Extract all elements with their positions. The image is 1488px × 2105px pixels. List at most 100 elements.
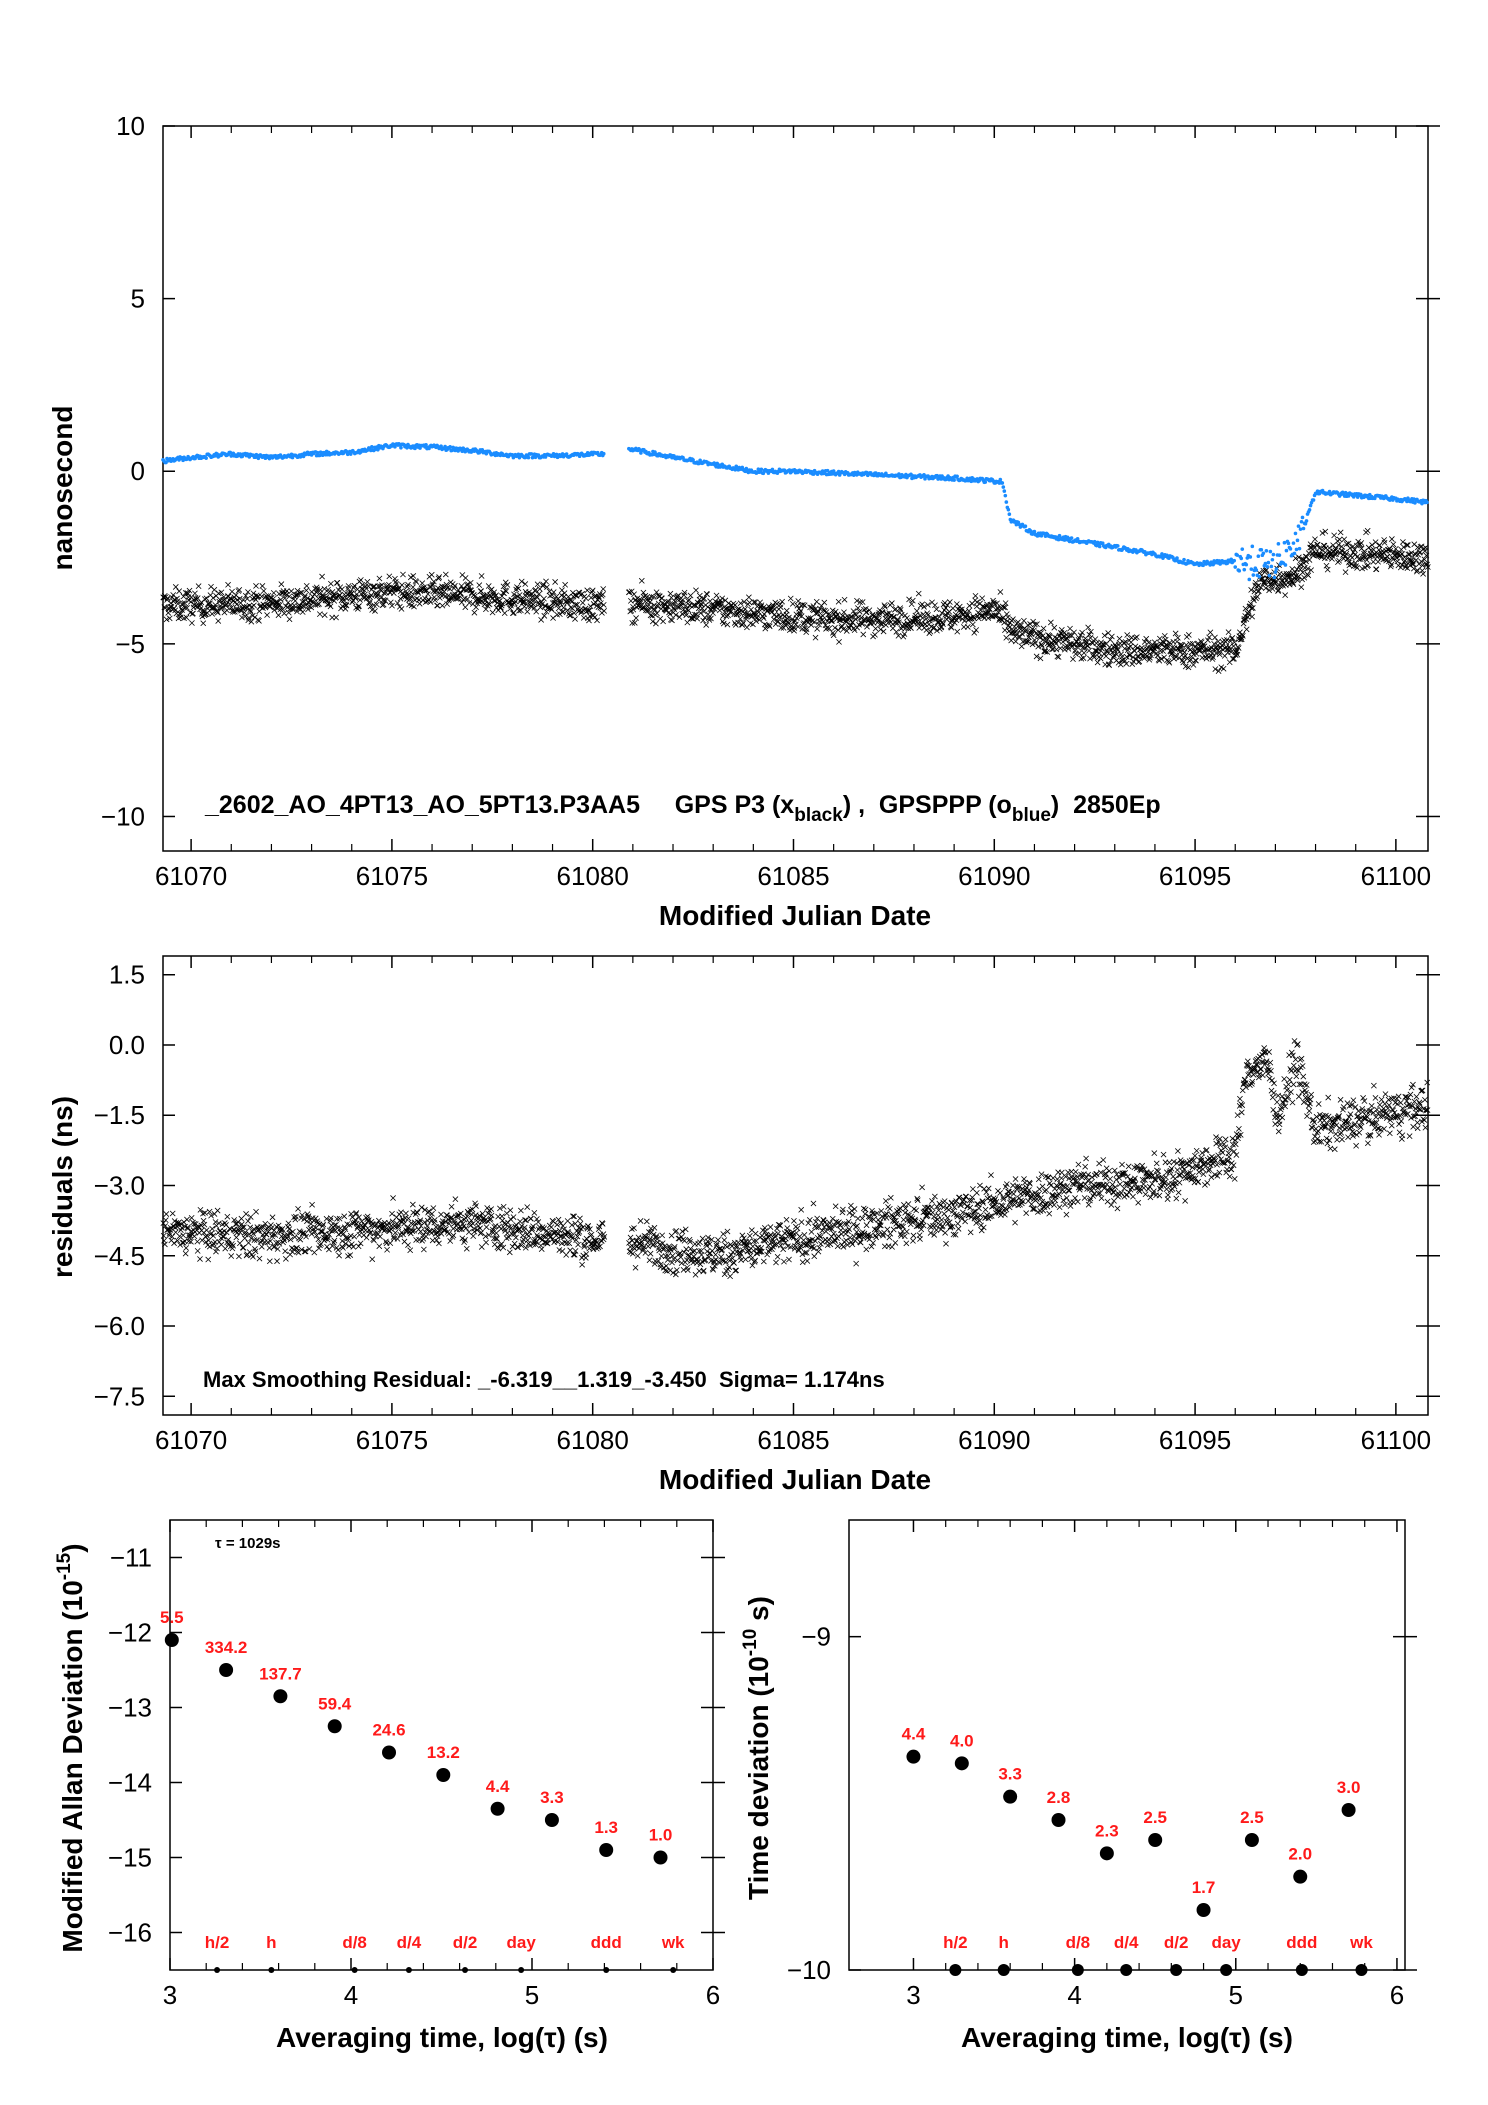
x-marker — [400, 1231, 406, 1238]
x-marker — [517, 1218, 523, 1225]
x-marker — [888, 600, 895, 607]
x-marker — [814, 610, 821, 616]
x-marker — [531, 1209, 538, 1216]
x-marker — [872, 631, 878, 638]
x-marker — [250, 1230, 257, 1237]
x-marker — [502, 579, 509, 586]
x-marker — [483, 594, 490, 601]
x-marker — [857, 599, 863, 606]
x-marker — [889, 1243, 895, 1250]
o-marker — [1277, 553, 1282, 557]
x-marker — [973, 627, 980, 633]
x-marker — [854, 624, 861, 631]
x-marker — [795, 598, 802, 604]
x-marker — [841, 609, 847, 616]
x-marker — [433, 1237, 440, 1243]
x-marker — [887, 1230, 894, 1237]
x-marker — [815, 1248, 822, 1255]
x-marker — [471, 609, 478, 616]
x-marker — [357, 597, 363, 603]
x-marker — [821, 599, 828, 606]
x-marker — [964, 624, 971, 630]
x-marker — [600, 601, 607, 608]
x-marker — [580, 1224, 586, 1231]
x-tick-label: 61095 — [1159, 1425, 1231, 1455]
x-marker — [374, 593, 380, 599]
x-marker — [661, 601, 668, 607]
x-marker — [197, 601, 204, 607]
x-marker — [347, 1252, 354, 1258]
x-marker — [364, 594, 371, 601]
x-tick-label: 61080 — [557, 1425, 629, 1455]
o-marker — [1092, 539, 1097, 544]
o-marker — [1251, 573, 1256, 577]
x-marker — [531, 605, 538, 611]
x-marker — [646, 607, 652, 614]
x-marker — [470, 1233, 477, 1240]
x-marker — [499, 593, 505, 600]
x-marker — [944, 602, 951, 609]
x-marker — [448, 1203, 455, 1210]
x-marker — [658, 595, 665, 602]
x-marker — [799, 1259, 806, 1266]
x-marker — [195, 583, 202, 590]
x-marker — [837, 617, 844, 624]
x-marker — [178, 605, 185, 612]
x-marker — [571, 592, 578, 598]
o-marker — [448, 445, 452, 449]
x-marker — [499, 600, 506, 607]
x-marker — [719, 595, 726, 602]
o-marker — [1006, 507, 1011, 512]
x-marker — [316, 601, 322, 607]
x-marker — [1324, 566, 1331, 573]
x-marker — [881, 602, 888, 609]
x-marker — [524, 608, 531, 615]
x-marker — [1399, 539, 1406, 545]
plot-frame — [162, 955, 1429, 1416]
x-marker — [1097, 655, 1104, 662]
x-marker — [389, 1210, 395, 1217]
x-marker — [742, 1256, 749, 1263]
x-marker — [574, 601, 581, 608]
x-marker — [216, 596, 223, 603]
o-marker — [1023, 524, 1028, 529]
x-marker — [597, 600, 604, 606]
x-marker — [878, 620, 884, 627]
x-marker — [551, 596, 558, 603]
x-marker — [456, 595, 462, 601]
x-marker — [777, 604, 784, 611]
o-marker — [1283, 563, 1288, 567]
x-marker — [832, 1203, 839, 1210]
x-marker — [710, 610, 716, 616]
plot-frame — [162, 125, 1429, 852]
x-marker — [849, 1241, 856, 1248]
x-marker — [979, 595, 986, 602]
x-marker — [435, 575, 442, 582]
o-marker — [1274, 567, 1279, 571]
x-marker — [1057, 645, 1064, 652]
x-marker — [200, 620, 207, 627]
x-marker — [445, 597, 452, 604]
x-marker — [1101, 632, 1108, 639]
x-marker — [775, 618, 781, 625]
y-tick-label: 0.0 — [109, 1030, 145, 1060]
x-marker — [245, 1239, 252, 1246]
o-marker — [1286, 541, 1291, 546]
x-marker — [601, 608, 607, 614]
x-marker — [283, 588, 290, 594]
x-marker — [465, 581, 471, 588]
x-marker — [197, 1256, 203, 1262]
x-marker — [224, 607, 230, 614]
x-marker — [1323, 562, 1330, 569]
o-marker — [897, 472, 901, 476]
o-marker — [1297, 546, 1302, 551]
x-marker — [757, 599, 763, 606]
x-marker — [253, 1208, 259, 1215]
o-marker — [1413, 501, 1417, 505]
x-marker — [773, 1259, 779, 1266]
x-marker — [814, 625, 821, 632]
x-marker — [451, 582, 458, 589]
x-marker — [946, 599, 953, 605]
x-marker — [380, 601, 387, 608]
x-marker — [294, 608, 300, 615]
